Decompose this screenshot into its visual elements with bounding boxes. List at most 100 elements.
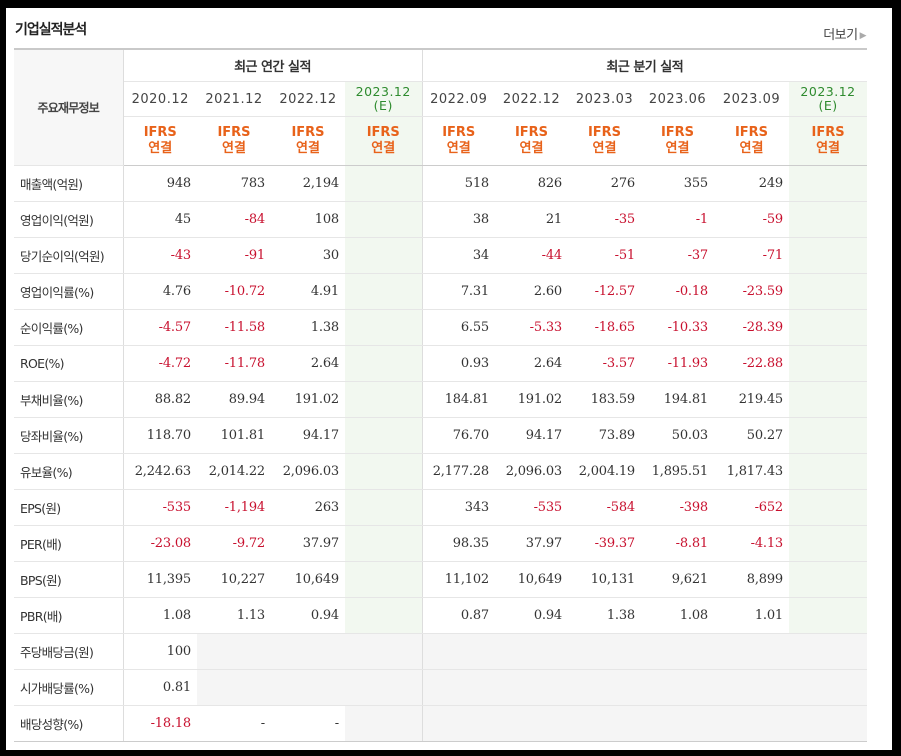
value-cell: -71 [714, 237, 789, 274]
value-cell [345, 633, 422, 670]
value-cell: -5.33 [495, 309, 568, 346]
value-cell [789, 489, 868, 526]
more-link[interactable]: 더보기 ▶ [823, 24, 866, 43]
value-cell: 118.70 [123, 417, 197, 454]
value-cell: 4.76 [123, 273, 197, 310]
value-cell: 2,177.28 [421, 453, 495, 490]
value-cell: -18.65 [568, 309, 641, 346]
value-cell: 2,096.03 [271, 453, 345, 490]
value-cell [714, 705, 789, 742]
period-label: 2023.09 [722, 91, 781, 107]
value-cell [789, 525, 868, 562]
value-cell: 1,895.51 [641, 453, 714, 490]
value-cell: 355 [641, 165, 714, 202]
value-cell: 184.81 [421, 381, 495, 418]
value-cell [345, 345, 422, 382]
row-label: 영업이익(억원) [14, 201, 124, 238]
value-cell: - [271, 705, 345, 742]
row-label: 영업이익률(%) [14, 273, 124, 310]
value-cell [345, 669, 422, 706]
value-cell: 108 [271, 201, 345, 238]
value-cell: -39.37 [568, 525, 641, 562]
value-cell: 50.03 [641, 417, 714, 454]
value-cell [495, 669, 568, 706]
value-cell [641, 669, 714, 706]
value-cell: 0.94 [495, 597, 568, 634]
value-cell: -10.72 [197, 273, 271, 310]
value-cell: 219.45 [714, 381, 789, 418]
period-header: 2023.06 [641, 81, 714, 117]
value-cell: -91 [197, 237, 271, 274]
period-label: 2023.12 [800, 84, 856, 99]
value-cell: 8,899 [714, 561, 789, 598]
value-cell [345, 597, 422, 634]
period-label: 2023.12 [355, 84, 411, 99]
table-row: 주당배당금(원) 100 [14, 633, 868, 670]
table-row: 배당성향(%) -18.18- - [14, 705, 868, 742]
row-label: 시가배당률(%) [14, 669, 124, 706]
value-cell: 21 [495, 201, 568, 238]
value-cell: -23.59 [714, 273, 789, 310]
value-cell [789, 597, 868, 634]
annual-group-header: 최근 연간 실적 [123, 48, 422, 82]
basis-standard: IFRS [660, 125, 695, 140]
table-row: 당기순이익(억원) -43 -91 30 34 -44 -51 -37 -71 [14, 237, 868, 274]
value-cell [421, 633, 495, 670]
value-cell: 343 [421, 489, 495, 526]
value-cell [345, 201, 422, 238]
value-cell: 948 [123, 165, 197, 202]
row-label: 순이익률(%) [14, 309, 124, 346]
value-cell: 7.31 [421, 273, 495, 310]
basis-scope: 연결 [148, 141, 173, 156]
value-cell [345, 237, 422, 274]
table-row: PBR(배) 1.08 1.13 0.94 0.87 0.94 1.38 1.08 1.01 [14, 597, 868, 634]
value-cell: 1.08 [123, 597, 197, 634]
value-cell [789, 273, 868, 310]
value-cell [345, 417, 422, 454]
basis-scope: 연결 [739, 141, 764, 156]
value-cell: 2.60 [495, 273, 568, 310]
value-cell: -4.13 [714, 525, 789, 562]
value-cell: -37 [641, 237, 714, 274]
period-label: 2023.03 [575, 91, 634, 107]
value-cell [568, 633, 641, 670]
row-label: 매출액(억원) [14, 165, 124, 202]
value-cell: -398 [641, 489, 714, 526]
value-cell: 183.59 [568, 381, 641, 418]
value-cell: 101.81 [197, 417, 271, 454]
value-cell: 4.91 [271, 273, 345, 310]
value-cell: 2,004.19 [568, 453, 641, 490]
value-cell: 94.17 [495, 417, 568, 454]
value-cell: -4.57 [123, 309, 197, 346]
row-label: 주당배당금(원) [14, 633, 124, 670]
value-cell [568, 669, 641, 706]
value-cell: 10,227 [197, 561, 271, 598]
value-cell: -535 [123, 489, 197, 526]
value-cell [345, 525, 422, 562]
value-cell: 783 [197, 165, 271, 202]
corner-header: 주요재무정보 [14, 48, 124, 166]
chevron-right-icon: ▶ [859, 31, 867, 41]
basis-scope: 연결 [519, 141, 544, 156]
basis-header: IFRS 연결 [197, 116, 271, 166]
value-cell [271, 669, 345, 706]
basis-header: IFRS 연결 [714, 116, 789, 166]
value-cell: 2,096.03 [495, 453, 568, 490]
value-cell: 0.94 [271, 597, 345, 634]
value-cell [568, 705, 641, 742]
value-cell [789, 237, 868, 274]
table-row: PER(배) -23.08 -9.72 37.97 98.35 37.97 -39.37 -8… [14, 525, 868, 562]
value-cell: -84 [197, 201, 271, 238]
table-row: ROE(%) -4.72 -11.78 2.64 0.93 2.64 -3.57 -11.93… [14, 345, 868, 382]
value-cell [789, 309, 868, 346]
basis-scope: 연결 [816, 141, 840, 156]
table-row: EPS(원) -535 -1,194 263 343 -535 -584 -398 -652 [14, 489, 868, 526]
value-cell [789, 705, 868, 742]
value-cell [789, 453, 868, 490]
period-header: 2023.12 (E) [789, 81, 868, 117]
period-label: 2023.06 [648, 91, 707, 107]
value-cell [789, 165, 868, 202]
value-cell: 98.35 [421, 525, 495, 562]
basis-header: IFRS 연결 [421, 116, 495, 166]
row-label: 유보율(%) [14, 453, 124, 490]
